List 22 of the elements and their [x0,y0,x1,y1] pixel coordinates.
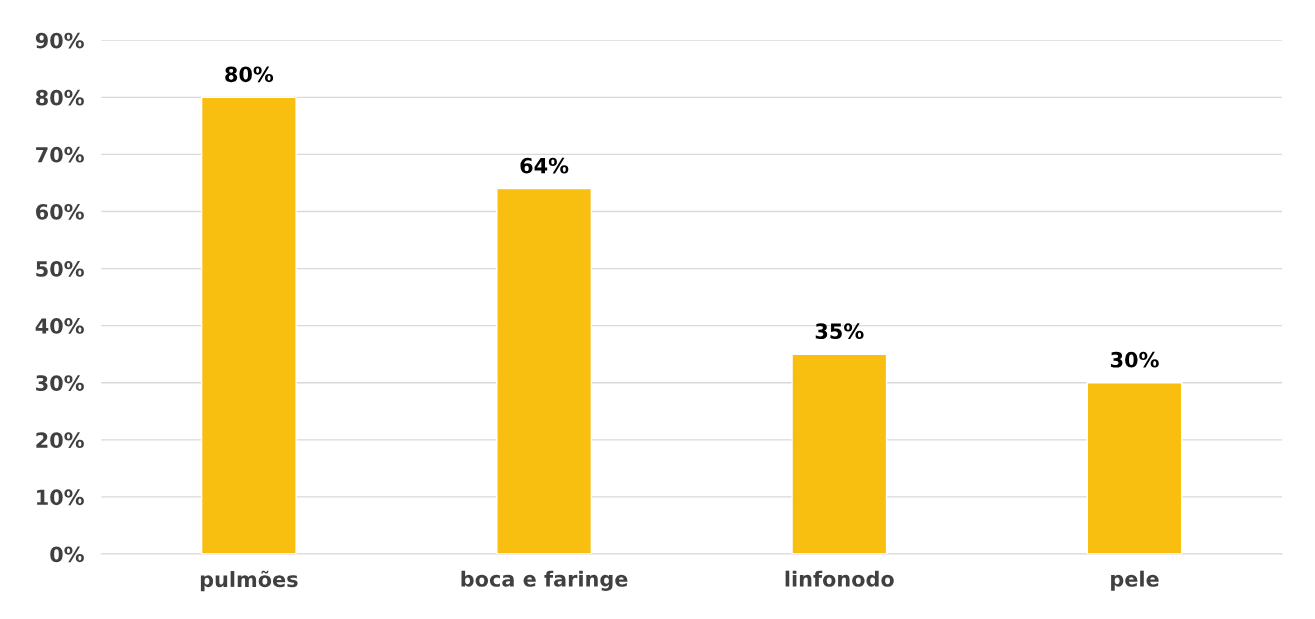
bar [791,353,888,554]
bar [200,96,297,554]
data-label: 30% [1110,351,1159,368]
x-tick-label: linfonodo [785,570,894,587]
x-tick-label: pulmões [200,570,298,592]
y-tick-label: 0% [50,546,84,563]
y-tick-label: 40% [35,318,84,334]
bar [1086,382,1183,554]
data-label: 64% [520,157,569,174]
bar [496,187,593,554]
data-label: 35% [815,323,864,340]
x-tick-label: boca e faringe [461,570,628,591]
y-tick-label: 50% [36,261,84,277]
y-tick-label: 80% [35,89,84,106]
data-label: 80% [225,66,274,83]
y-tick-label: 60% [36,203,84,220]
y-tick-label: 70% [36,146,84,163]
x-tick-label: pele [1111,570,1159,591]
y-tick-label: 20% [36,432,84,449]
y-tick-label: 10% [37,489,84,506]
y-tick-label: 30% [36,375,84,391]
y-tick-label: 90% [35,32,84,49]
